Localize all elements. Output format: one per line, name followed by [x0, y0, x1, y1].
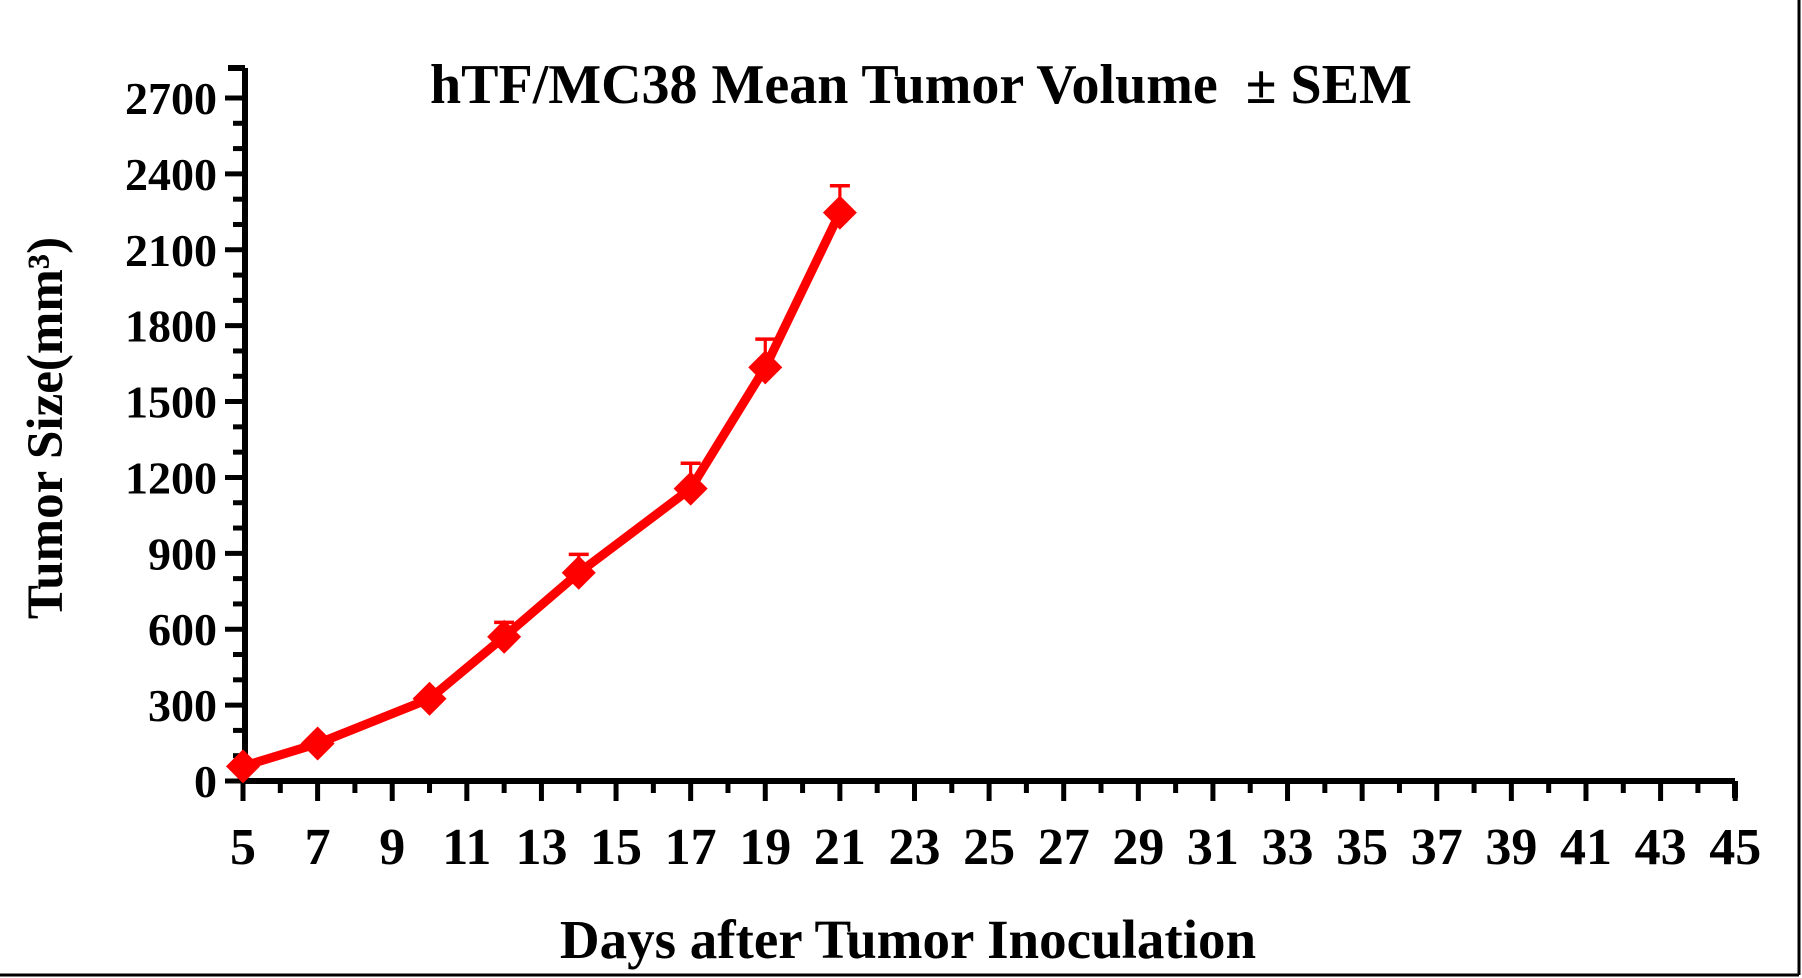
svg-text:Tumor Size(mm³): Tumor Size(mm³): [18, 237, 74, 619]
svg-text:35: 35: [1336, 819, 1388, 876]
svg-text:1500: 1500: [125, 377, 217, 428]
svg-text:300: 300: [148, 680, 217, 731]
svg-text:21: 21: [814, 819, 866, 876]
svg-text:1800: 1800: [125, 301, 217, 352]
svg-text:2400: 2400: [125, 149, 217, 200]
svg-text:41: 41: [1560, 819, 1612, 876]
svg-text:19: 19: [739, 819, 791, 876]
svg-text:1200: 1200: [125, 452, 217, 503]
svg-text:13: 13: [515, 819, 567, 876]
svg-text:2700: 2700: [125, 73, 217, 124]
svg-text:2100: 2100: [125, 225, 217, 276]
svg-text:27: 27: [1038, 819, 1090, 876]
svg-text:7: 7: [305, 819, 331, 876]
svg-text:31: 31: [1187, 819, 1239, 876]
svg-text:900: 900: [148, 528, 217, 579]
svg-text:600: 600: [148, 604, 217, 655]
svg-text:43: 43: [1635, 819, 1687, 876]
svg-text:11: 11: [442, 819, 491, 876]
svg-text:29: 29: [1112, 819, 1164, 876]
svg-text:39: 39: [1485, 819, 1537, 876]
svg-text:17: 17: [665, 819, 717, 876]
svg-text:45: 45: [1709, 819, 1761, 876]
svg-text:Days after Tumor Inoculation: Days after Tumor Inoculation: [560, 909, 1256, 970]
svg-text:23: 23: [888, 819, 940, 876]
svg-text:33: 33: [1262, 819, 1314, 876]
svg-text:37: 37: [1411, 819, 1463, 876]
svg-text:25: 25: [963, 819, 1015, 876]
svg-text:15: 15: [590, 819, 642, 876]
svg-text:hTF/MC38 Mean Tumor Volume ±: hTF/MC38 Mean Tumor Volume ± SEM: [430, 54, 1412, 116]
svg-text:9: 9: [379, 819, 405, 876]
svg-text:0: 0: [194, 756, 217, 807]
svg-text:5: 5: [230, 819, 256, 876]
